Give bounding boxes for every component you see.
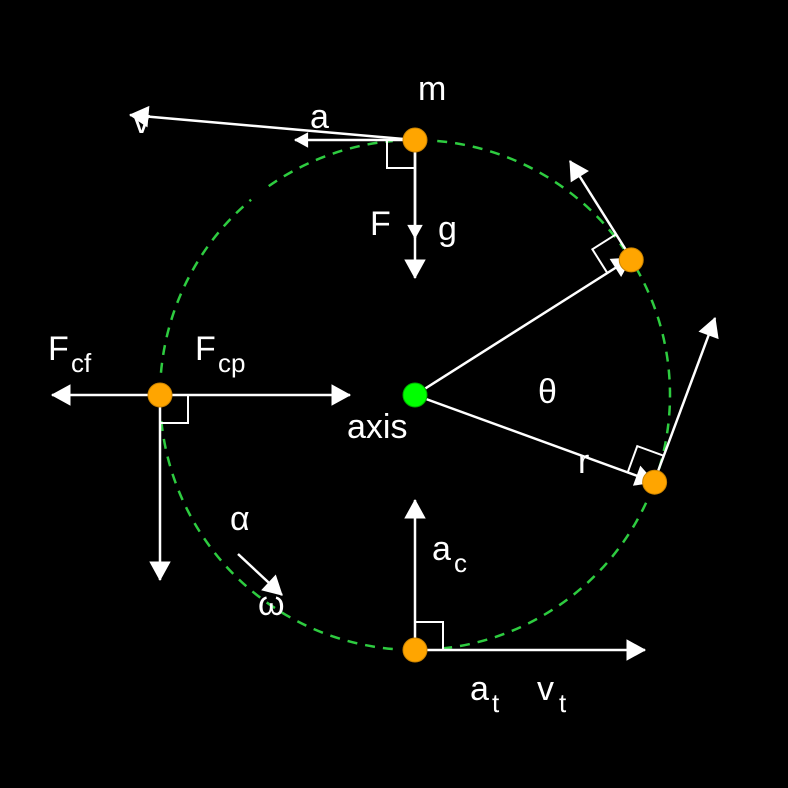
label-vt-sub: t (559, 688, 567, 718)
label-r: r (578, 443, 589, 481)
label-omega: ω (258, 585, 285, 623)
label-Fcf: F (48, 330, 69, 368)
label-axis: axis (347, 408, 407, 446)
mass-point-bottom (403, 638, 427, 662)
circular-motion-diagram: mavFgθraxisacatvtFcpFcfαω (0, 0, 788, 788)
label-m: m (418, 70, 446, 108)
label-Fcp-sub: cp (218, 348, 245, 378)
label-a: a (310, 98, 329, 136)
mass-point-right1 (619, 248, 643, 272)
label-F: F (370, 205, 391, 243)
label-at: a (470, 670, 489, 708)
label-Fcf-sub: cf (71, 348, 92, 378)
label-Fcp: F (195, 330, 216, 368)
axis-point (403, 383, 427, 407)
label-alpha: α (230, 500, 250, 538)
label-g: g (438, 210, 457, 248)
label-at-sub: t (492, 688, 500, 718)
label-v: v (133, 103, 150, 141)
mass-point-top (403, 128, 427, 152)
label-ac-sub: c (454, 548, 467, 578)
label-theta: θ (538, 373, 557, 411)
label-vt: v (537, 670, 554, 708)
mass-point-left (148, 383, 172, 407)
label-ac: a (432, 530, 451, 568)
mass-point-right2 (643, 470, 667, 494)
